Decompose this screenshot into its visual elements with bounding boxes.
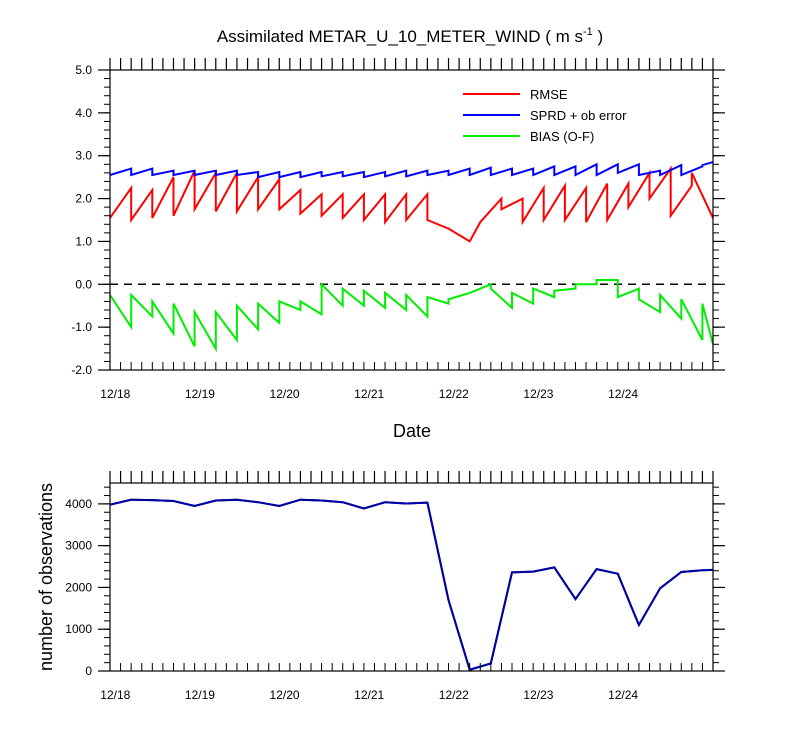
y-tick-label: 1.0 — [75, 234, 92, 248]
y-tick-label: 4.0 — [75, 106, 92, 120]
y-tick-label: -1.0 — [71, 320, 92, 334]
top-panel: Assimilated METAR_U_10_METER_WIND ( m s-… — [71, 26, 725, 441]
chart-title-close: ) — [593, 27, 603, 46]
x-tick-label: 12/24 — [608, 387, 638, 401]
x-tick-label: 12/21 — [354, 688, 384, 702]
y-tick-label: 3.0 — [75, 149, 92, 163]
bottom-plot-frame — [109, 482, 714, 672]
series-line-rmse — [109, 165, 714, 243]
x-tick-label: 12/22 — [439, 688, 469, 702]
y-tick-label: 0 — [85, 664, 92, 678]
y-tick-label: 5.0 — [75, 63, 92, 77]
x-tick-label: 12/24 — [608, 688, 638, 702]
x-tick-label: 12/18 — [100, 387, 130, 401]
x-tick-label: 12/19 — [185, 688, 215, 702]
series-line-observations-assimilated — [109, 498, 714, 671]
bottom-series — [109, 498, 714, 671]
series-line-bias-o-f — [109, 279, 714, 353]
legend-label: BIAS (O-F) — [530, 129, 594, 144]
legend-label: SPRD + ob error — [530, 108, 627, 123]
legend: RMSE SPRD + ob error BIAS (O-F) — [463, 87, 627, 144]
y-tick-label: 0.0 — [75, 277, 92, 291]
x-tick-label: 12/23 — [523, 387, 553, 401]
x-axis-title: Date — [393, 421, 431, 441]
top-axes: 12/18 12/19 12/20 12/21 12/22 12/23 12/24 -2.0 -… — [71, 58, 725, 401]
x-tick-label: 12/22 — [439, 387, 469, 401]
series-line-sprd-ob-error — [109, 161, 714, 179]
y-axis-title-observations: number of observations — [36, 483, 56, 671]
chart-title-superscript: -1 — [583, 26, 593, 38]
x-tick-label: 12/23 — [523, 688, 553, 702]
x-tick-label: 12/20 — [270, 387, 300, 401]
x-tick-label: 12/19 — [185, 387, 215, 401]
x-tick-label: 12/20 — [270, 688, 300, 702]
chart-title: Assimilated METAR_U_10_METER_WIND ( m s-… — [217, 26, 603, 46]
y-tick-label: 2000 — [65, 580, 92, 594]
top-series — [109, 161, 714, 353]
chart-title-text: Assimilated METAR_U_10_METER_WIND ( m s — [217, 27, 583, 46]
y-tick-label: 3000 — [65, 539, 92, 553]
y-tick-label: 4000 — [65, 497, 92, 511]
y-tick-label: -2.0 — [71, 363, 92, 377]
legend-label: RMSE — [530, 87, 568, 102]
x-tick-label: 12/18 — [100, 688, 130, 702]
x-tick-label: 12/21 — [354, 387, 384, 401]
y-tick-label: 2.0 — [75, 192, 92, 206]
bottom-axes: 12/18 12/19 12/20 12/21 12/22 12/23 12/24 0 1000… — [65, 471, 725, 702]
top-plot-frame — [109, 69, 714, 371]
y-tick-label: 1000 — [65, 622, 92, 636]
bottom-panel: 12/18 12/19 12/20 12/21 12/22 12/23 12/24 0 1000… — [36, 471, 725, 702]
